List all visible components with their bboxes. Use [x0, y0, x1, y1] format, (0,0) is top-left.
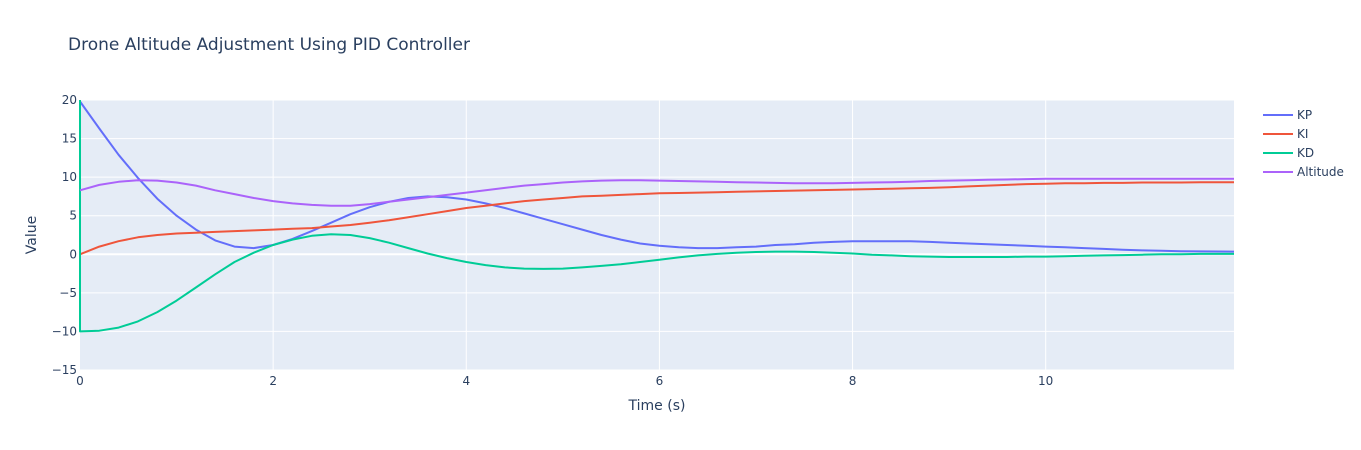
y-tick-label: 10: [62, 170, 77, 184]
axis-ticks: −15 −10 −5 0 5 10 15 20 0 2 4 6 8 10: [52, 93, 1054, 388]
y-tick-label: 15: [62, 132, 77, 146]
x-tick-label: 8: [849, 374, 857, 388]
x-tick-label: 6: [656, 374, 664, 388]
y-tick-label: 5: [69, 209, 77, 223]
plot-area[interactable]: [80, 100, 1234, 370]
series-lines: [79, 100, 1235, 333]
y-tick-label: 20: [62, 93, 77, 107]
x-tick-label: 4: [462, 374, 470, 388]
legend-label-altitude[interactable]: Altitude: [1297, 165, 1344, 179]
legend-label-kd[interactable]: KD: [1297, 146, 1314, 160]
series-line-kd[interactable]: [79, 100, 1234, 333]
x-axis-title: Time (s): [628, 398, 686, 414]
y-axis-title: Value: [24, 216, 40, 254]
y-tick-label: 0: [69, 247, 77, 261]
legend-label-kp[interactable]: KP: [1297, 108, 1312, 122]
chart-title: Drone Altitude Adjustment Using PID Cont…: [68, 35, 470, 55]
y-tick-label: −15: [52, 363, 77, 377]
series-line-ki[interactable]: [79, 181, 1234, 256]
legend-label-ki[interactable]: KI: [1297, 127, 1308, 141]
y-tick-label: −5: [59, 286, 77, 300]
x-tick-label: 2: [269, 374, 277, 388]
y-tick-label: −10: [52, 324, 77, 338]
x-tick-label: 0: [76, 374, 84, 388]
x-tick-label: 10: [1038, 374, 1053, 388]
series-line-altitude[interactable]: [79, 177, 1234, 207]
legend: KP KI KD Altitude: [1263, 108, 1344, 179]
gridlines: [80, 99, 1234, 371]
